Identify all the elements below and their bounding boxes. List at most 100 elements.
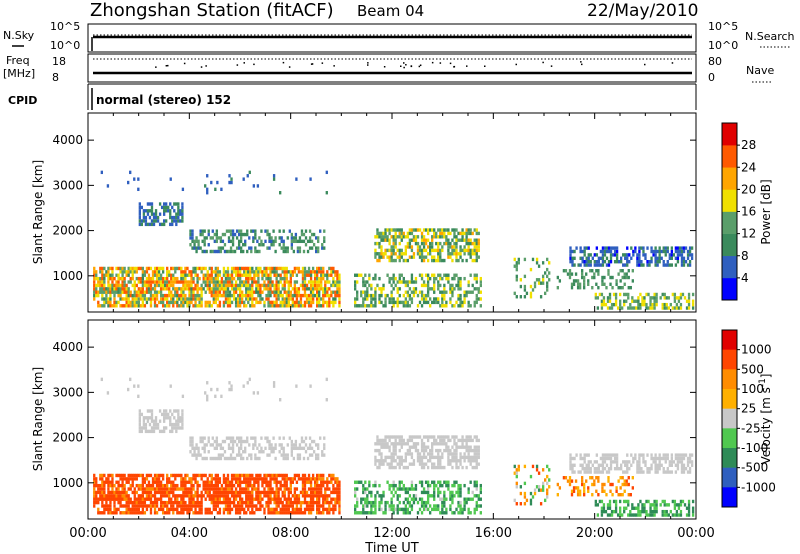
power-cell xyxy=(174,290,177,294)
power-cell xyxy=(202,273,205,277)
power-cell xyxy=(246,249,249,254)
velocity-cell xyxy=(236,511,240,515)
velocity-cell xyxy=(541,468,545,472)
power-cell xyxy=(172,304,175,308)
power-cell xyxy=(364,297,367,301)
velocity-cell xyxy=(200,511,203,515)
power-cell xyxy=(633,299,636,303)
power-cell xyxy=(677,296,681,300)
velocity-cell xyxy=(420,504,424,508)
power-cell xyxy=(637,302,640,307)
power-cell xyxy=(623,302,626,307)
velocity-cell xyxy=(261,504,264,508)
velocity-cell xyxy=(189,439,192,444)
velocity-cell xyxy=(224,497,228,501)
velocity-cell xyxy=(95,477,98,481)
velocity-cell xyxy=(457,487,460,491)
power-cell xyxy=(148,215,152,220)
velocity-cell xyxy=(535,468,539,472)
power-cell xyxy=(170,300,173,305)
velocity-cell xyxy=(408,511,412,515)
velocity-cell xyxy=(145,487,149,491)
velocity-cell xyxy=(192,504,195,508)
velocity-cell xyxy=(141,500,145,505)
power-cell xyxy=(643,302,646,307)
power-cell xyxy=(143,290,147,294)
power-cell xyxy=(135,290,138,294)
power-cell xyxy=(326,290,329,294)
power-cell xyxy=(135,283,138,288)
power-cell xyxy=(273,266,276,271)
velocity-cell xyxy=(680,456,684,461)
power-cell xyxy=(394,228,397,232)
power-cell xyxy=(281,266,284,271)
velocity-cell xyxy=(257,477,260,481)
velocity-cell xyxy=(318,473,321,478)
power-cell xyxy=(279,191,282,195)
power-cell xyxy=(402,293,405,298)
power-cell xyxy=(139,297,143,301)
power-cell xyxy=(648,259,651,264)
power-cell xyxy=(311,283,315,288)
velocity-cell xyxy=(231,439,235,444)
power-cell xyxy=(142,215,146,220)
power-cell xyxy=(654,249,657,254)
power-cell xyxy=(596,296,600,300)
velocity-cell xyxy=(229,436,233,440)
velocity-cell xyxy=(317,443,320,447)
power-cell xyxy=(546,257,549,262)
power-cell xyxy=(272,177,276,181)
velocity-cell xyxy=(123,487,126,491)
velocity-cell xyxy=(162,409,166,413)
velocity-cell xyxy=(190,490,193,495)
power-cell xyxy=(670,246,673,250)
power-cell xyxy=(382,231,385,236)
velocity-cell xyxy=(455,448,458,453)
power-cell xyxy=(461,300,464,305)
power-cell xyxy=(445,300,448,305)
power-cell xyxy=(99,276,102,281)
velocity-cell xyxy=(324,507,327,512)
velocity-cell xyxy=(257,473,260,478)
velocity-cell xyxy=(139,504,143,508)
power-cell xyxy=(269,300,272,305)
power-cell xyxy=(311,266,315,271)
velocity-cell xyxy=(186,480,189,484)
velocity-cell xyxy=(469,462,472,466)
power-colorbar-swatch xyxy=(722,123,737,146)
nave-dip xyxy=(311,63,314,65)
power-cell xyxy=(200,290,203,294)
velocity-cell xyxy=(451,435,454,439)
power-cell xyxy=(475,258,478,263)
power-cell xyxy=(127,270,130,274)
power-cell xyxy=(380,235,383,239)
power-cell xyxy=(206,270,209,274)
power-cell xyxy=(437,252,440,256)
power-cell xyxy=(374,304,377,308)
velocity-cell xyxy=(392,455,395,460)
power-cell xyxy=(595,253,599,257)
velocity-cell xyxy=(453,494,456,498)
power-cell xyxy=(570,285,574,290)
power-cell xyxy=(469,273,472,277)
velocity-cell xyxy=(149,483,153,488)
power-cell xyxy=(517,261,520,265)
power-cell xyxy=(301,280,305,284)
power-cell xyxy=(622,263,625,267)
power-cell xyxy=(643,299,646,303)
velocity-cell xyxy=(410,462,414,466)
power-cell xyxy=(396,235,399,239)
power-cell xyxy=(164,304,167,308)
power-cell xyxy=(418,228,422,232)
power-cell xyxy=(326,276,329,281)
velocity-cell xyxy=(324,487,327,491)
velocity-cell xyxy=(207,439,210,444)
power-cell xyxy=(364,283,367,288)
power-cell xyxy=(303,270,307,274)
velocity-cell xyxy=(123,483,126,488)
power-cell xyxy=(172,287,175,291)
power-cell xyxy=(212,270,215,274)
power-cell xyxy=(305,273,309,277)
power-cell xyxy=(257,270,260,274)
velocity-cell xyxy=(636,460,639,464)
